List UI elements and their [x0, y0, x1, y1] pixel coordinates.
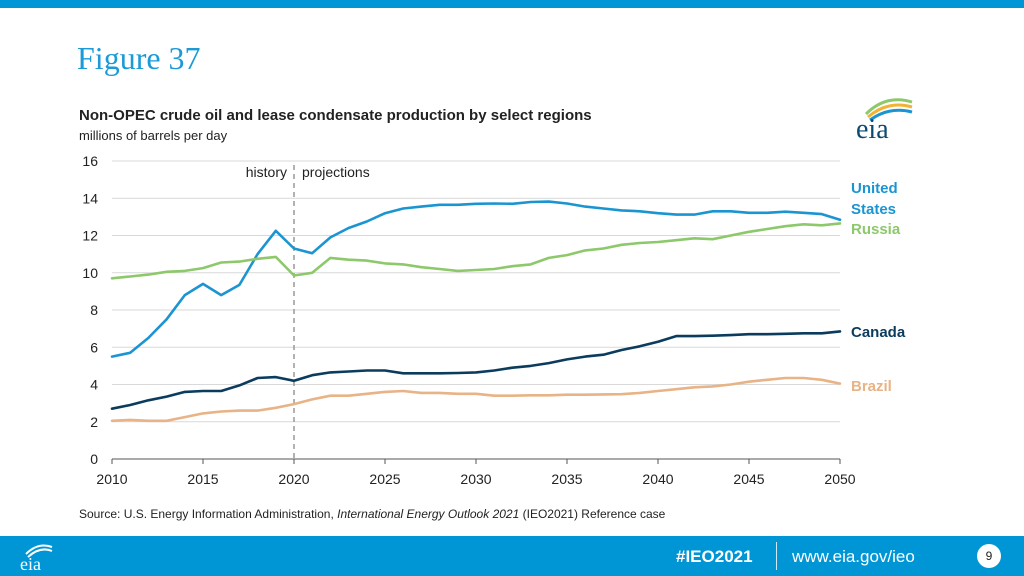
x-tick-label-2045: 2045	[733, 471, 764, 487]
series-label-russia-1: Russia	[851, 221, 901, 238]
source-prefix: Source: U.S. Energy Information Administ…	[79, 507, 334, 521]
x-tick-label-2030: 2030	[460, 471, 491, 487]
series-line-russia	[110, 222, 842, 280]
eia-logo: eia	[856, 98, 913, 142]
x-tick-label-2020: 2020	[278, 471, 309, 487]
footer-divider	[776, 542, 777, 570]
y-tick-label-10: 10	[82, 265, 98, 281]
y-tick-label-12: 12	[82, 228, 98, 244]
y-tick-label-16: 16	[82, 153, 98, 169]
source-report-title: International Energy Outlook 2021	[337, 507, 520, 521]
line-chart: 0 2 4 6 8 10 12 14 16 2010 2015 2020 2025 2030 2035 204…	[82, 153, 906, 487]
svg-text:eia: eia	[20, 554, 41, 572]
y-tick-label-8: 8	[90, 302, 98, 318]
top-accent-bar	[0, 0, 1024, 8]
x-tick-label-2010: 2010	[96, 471, 127, 487]
chart-title: Non-OPEC crude oil and lease condensate …	[79, 107, 592, 124]
series-label-brazil-1: Brazil	[851, 378, 892, 395]
figure-title: Figure 37	[77, 40, 201, 76]
series-line-canada	[110, 330, 842, 411]
x-tick-label-2040: 2040	[642, 471, 673, 487]
chart-subtitle: millions of barrels per day	[79, 128, 228, 143]
eia-footer-logo: eia	[20, 544, 53, 572]
footer-hashtag: #IEO2021	[676, 547, 753, 566]
x-tick-label-2035: 2035	[551, 471, 582, 487]
series-line-brazil	[110, 376, 842, 423]
footer-url-link[interactable]: www.eia.gov/ieo	[792, 547, 915, 566]
series-label-canada-1: Canada	[851, 324, 906, 341]
series-line-united-states	[110, 200, 842, 358]
y-tick-label-4: 4	[90, 377, 98, 393]
source-suffix: (IEO2021) Reference case	[522, 507, 666, 521]
x-tick-label-2025: 2025	[369, 471, 400, 487]
y-tick-label-14: 14	[82, 190, 98, 206]
page-number: 9	[977, 544, 1001, 568]
x-tick-label-2050: 2050	[824, 471, 855, 487]
series-label-united-states-2: States	[851, 201, 896, 218]
svg-text:eia: eia	[856, 114, 889, 142]
history-label: history	[246, 164, 287, 180]
y-tick-label-6: 6	[90, 339, 98, 355]
y-tick-label-2: 2	[90, 414, 98, 430]
x-tick-label-2015: 2015	[187, 471, 218, 487]
projections-label: projections	[302, 164, 370, 180]
footer-bar: eia #IEO2021 www.eia.gov/ieo	[0, 536, 1024, 576]
source-note: Source: U.S. Energy Information Administ…	[79, 507, 665, 521]
y-tick-label-0: 0	[90, 451, 98, 467]
series-label-united-states-1: United	[851, 180, 898, 197]
